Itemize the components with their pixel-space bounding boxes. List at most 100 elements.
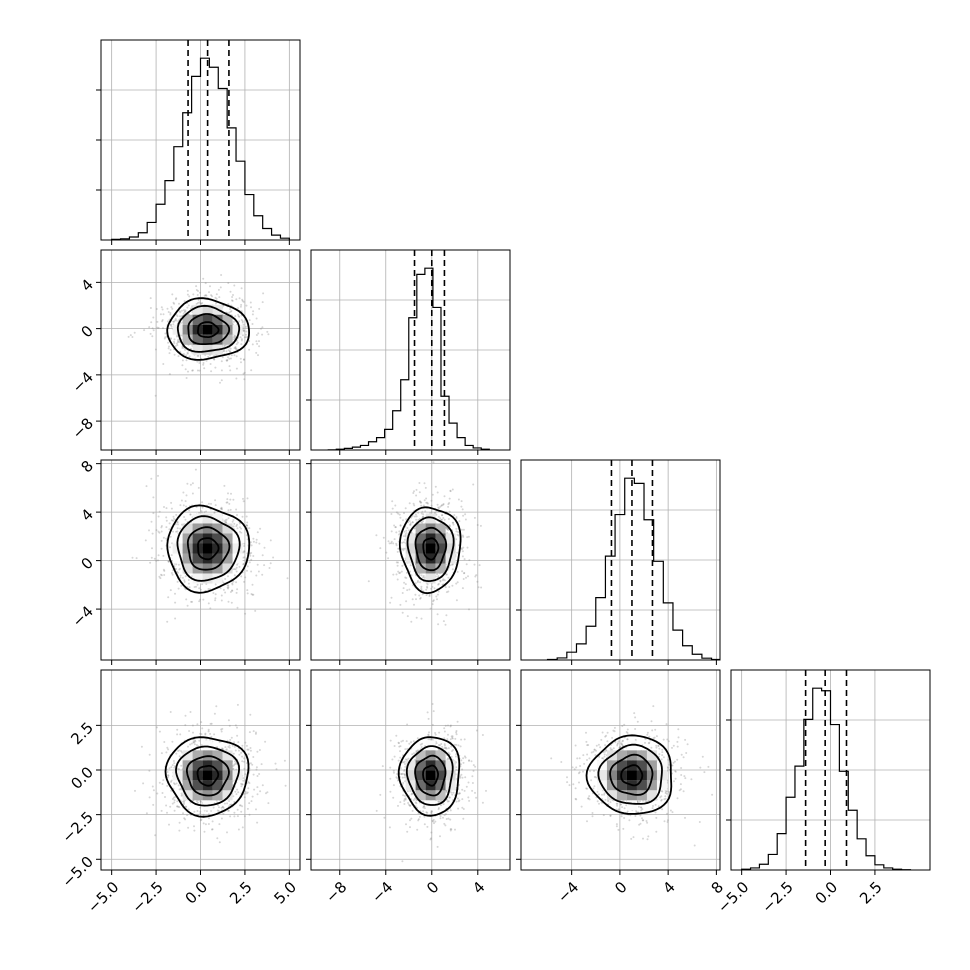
sample-point xyxy=(230,601,233,604)
sample-point xyxy=(219,587,222,590)
sample-point xyxy=(170,572,173,574)
sample-point xyxy=(440,504,443,507)
sample-point xyxy=(258,773,261,775)
sample-point xyxy=(414,801,417,804)
sample-point xyxy=(241,298,244,301)
sample-point xyxy=(245,515,248,518)
sample-point xyxy=(224,591,227,594)
sample-point xyxy=(187,582,190,585)
sample-point xyxy=(184,310,187,313)
contour-3 xyxy=(166,504,251,594)
sample-point xyxy=(240,303,243,306)
sample-point xyxy=(648,741,651,744)
density-cell xyxy=(425,553,436,564)
density-cell xyxy=(192,513,203,524)
sample-point xyxy=(129,334,132,337)
sample-point xyxy=(399,524,402,527)
sample-point xyxy=(400,570,403,573)
sample-point xyxy=(395,734,398,737)
scatter-panel-1-0 xyxy=(96,249,301,455)
sample-point xyxy=(236,726,238,729)
sample-point xyxy=(173,340,175,343)
sample-point xyxy=(236,514,238,516)
sample-point xyxy=(201,501,204,504)
sample-point xyxy=(233,568,236,571)
sample-point xyxy=(176,800,179,803)
sample-point xyxy=(443,730,446,733)
sample-point xyxy=(448,753,451,756)
sample-point xyxy=(419,597,422,600)
contour-3 xyxy=(398,506,462,595)
sample-point xyxy=(184,575,187,578)
sample-point xyxy=(655,735,658,738)
sample-point xyxy=(475,729,478,732)
sample-point xyxy=(233,522,236,525)
sample-point xyxy=(135,557,138,560)
density-cell xyxy=(212,324,223,335)
sample-point xyxy=(231,744,234,747)
sample-point xyxy=(183,579,186,582)
sample-point xyxy=(451,568,454,571)
sample-point xyxy=(428,595,431,598)
sample-point xyxy=(224,521,227,524)
sample-point xyxy=(466,546,469,549)
sample-point xyxy=(220,506,223,509)
sample-point xyxy=(475,574,478,577)
sample-point xyxy=(239,336,242,339)
sample-point xyxy=(426,501,429,504)
sample-point xyxy=(439,505,442,508)
sample-point xyxy=(216,837,219,840)
sample-point xyxy=(150,556,153,559)
sample-point xyxy=(184,368,187,371)
scatter-panel-3-2 xyxy=(516,669,721,875)
sample-point xyxy=(173,801,176,804)
sample-point xyxy=(232,498,235,501)
sample-point xyxy=(407,803,410,806)
sample-point xyxy=(410,817,413,820)
sample-point xyxy=(176,339,179,342)
sample-point xyxy=(229,290,232,293)
sample-point xyxy=(220,507,223,510)
sample-point xyxy=(227,745,230,748)
sample-point xyxy=(242,330,245,332)
density-cell xyxy=(445,543,456,554)
sample-point xyxy=(240,531,243,534)
sample-point xyxy=(186,814,189,817)
sample-point xyxy=(153,557,156,560)
sample-point xyxy=(171,764,174,767)
sample-point xyxy=(457,744,460,747)
sample-point xyxy=(249,747,252,749)
sample-point xyxy=(455,800,458,803)
density-cell xyxy=(222,553,233,564)
sample-point xyxy=(407,802,410,804)
sample-point xyxy=(442,803,445,806)
sample-point xyxy=(463,572,466,574)
sample-point xyxy=(240,338,243,341)
sample-point xyxy=(240,310,243,313)
sample-point xyxy=(181,576,184,579)
sample-point xyxy=(175,782,178,785)
sample-point xyxy=(455,753,458,756)
histogram-1 xyxy=(327,267,490,450)
sample-point xyxy=(181,359,184,362)
sample-point xyxy=(178,821,181,824)
sample-point xyxy=(246,521,249,524)
sample-point xyxy=(409,522,412,525)
sample-point xyxy=(404,798,407,801)
sample-point xyxy=(181,347,184,349)
sample-point xyxy=(169,323,172,326)
sample-point xyxy=(172,320,175,323)
sample-point xyxy=(255,351,258,354)
sample-point xyxy=(394,526,397,529)
density-cell xyxy=(212,780,223,791)
sample-point xyxy=(157,530,160,533)
sample-point xyxy=(173,517,175,520)
sample-point xyxy=(266,330,269,333)
sample-point xyxy=(228,357,231,360)
density-cell xyxy=(182,563,193,574)
sample-point xyxy=(200,733,203,736)
sample-point xyxy=(213,358,216,361)
sample-point xyxy=(413,490,415,493)
sample-point xyxy=(409,564,412,567)
sample-point xyxy=(172,323,175,326)
